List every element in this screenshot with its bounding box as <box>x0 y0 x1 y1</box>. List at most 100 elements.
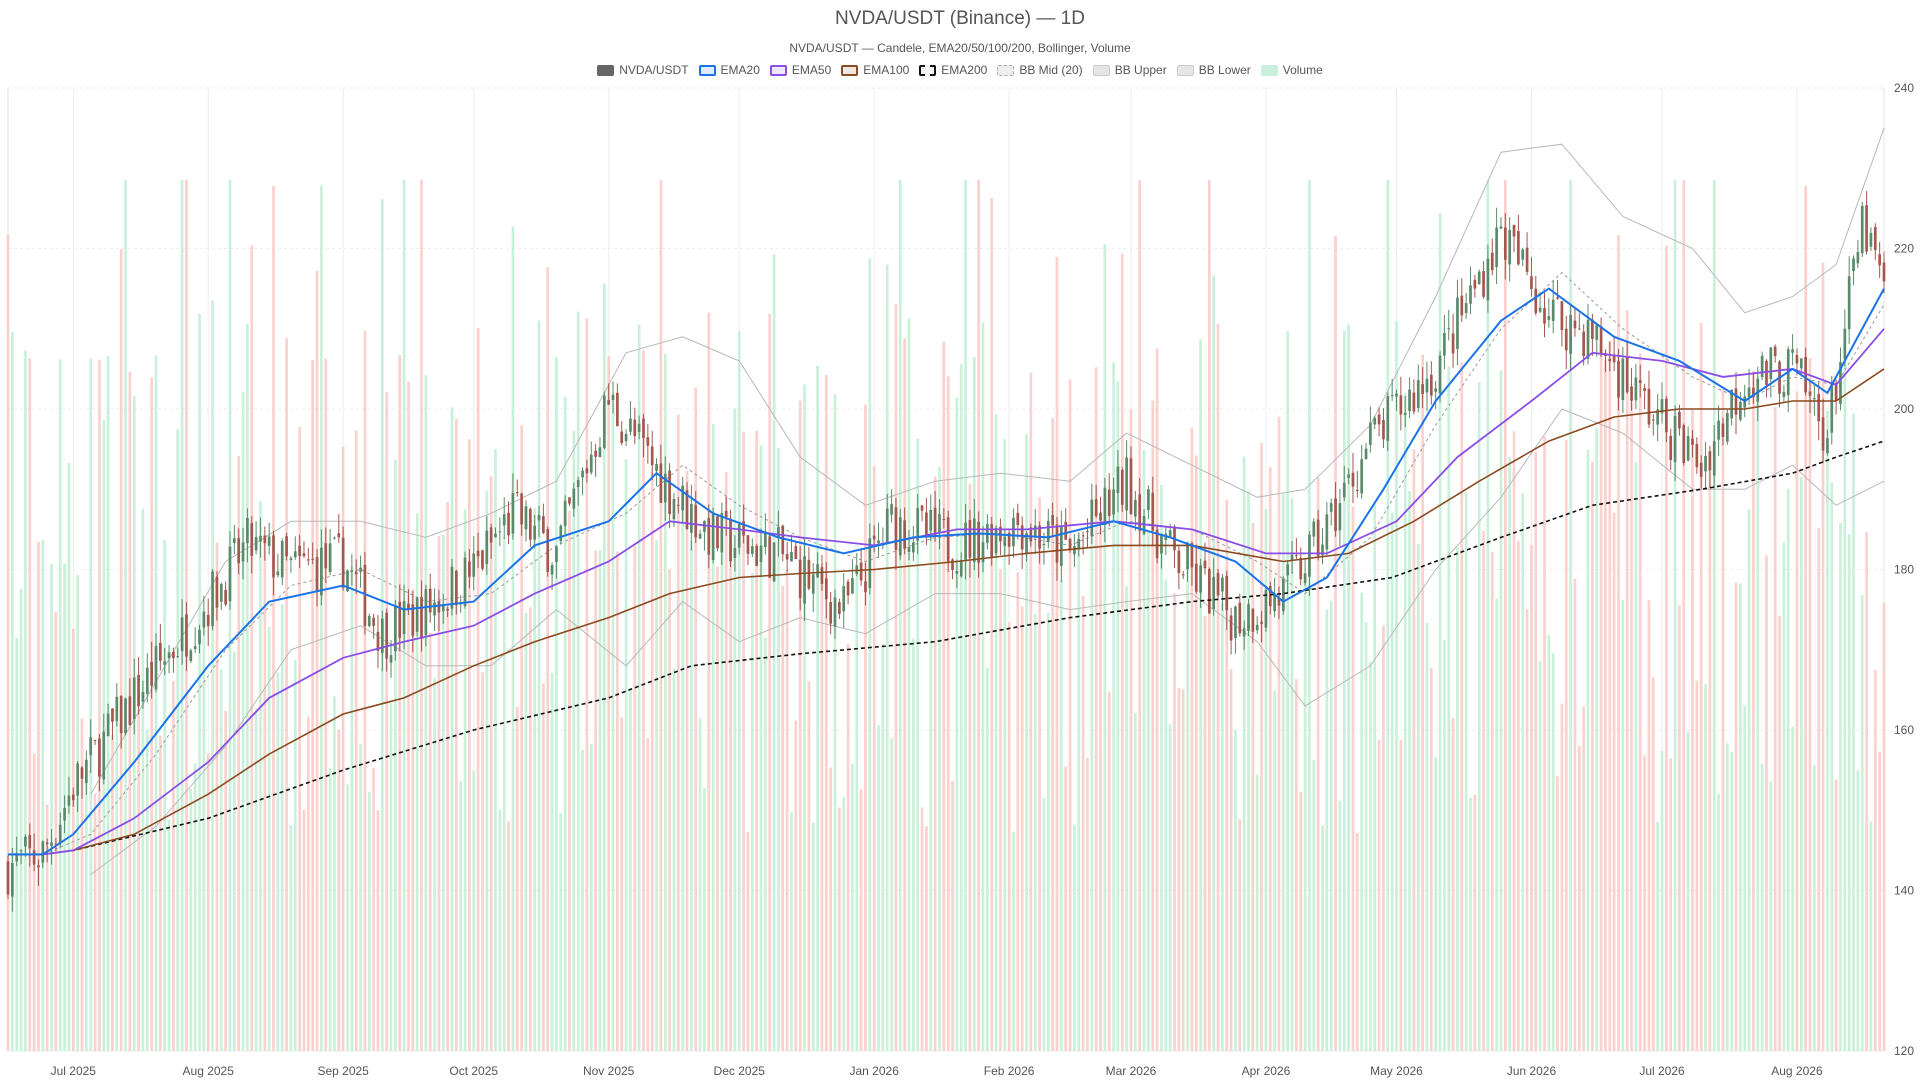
volume-bar <box>489 476 493 1052</box>
volume-bar <box>1277 416 1281 1052</box>
candle-body <box>611 394 615 400</box>
candle-body <box>755 545 759 566</box>
candle-body <box>1813 398 1816 400</box>
x-tick-label: May 2026 <box>1370 1064 1423 1078</box>
volume-bar <box>1530 545 1533 1051</box>
candle-body <box>972 518 976 562</box>
x-tick-label: Dec 2025 <box>714 1064 766 1078</box>
legend-item-ema100[interactable]: EMA100 <box>841 63 909 77</box>
volume-bar <box>472 770 476 1051</box>
legend-label: EMA50 <box>791 63 832 77</box>
volume-bar <box>1791 726 1794 1051</box>
legend-item-ema20[interactable]: EMA20 <box>698 63 760 77</box>
candle-body <box>607 400 611 405</box>
volume-bar <box>838 807 841 1051</box>
candle-body <box>898 517 902 556</box>
volume-bar <box>289 824 293 1051</box>
candle-body <box>250 523 254 556</box>
candle-body <box>141 691 145 702</box>
volume-bar <box>1621 599 1625 1051</box>
volume-bar <box>555 357 558 1051</box>
volume-bar <box>1543 436 1546 1051</box>
candle-body <box>1029 527 1033 542</box>
volume-bar <box>1303 582 1307 1051</box>
volume-bar <box>598 550 602 1051</box>
volume-bar <box>32 753 36 1051</box>
volume-bar <box>250 245 254 1051</box>
volume-bar <box>1268 466 1272 1051</box>
volume-bar <box>1429 668 1433 1051</box>
candle-body <box>655 464 658 472</box>
legend-item-bb-upper[interactable]: BB Upper <box>1092 63 1167 77</box>
volume-bar <box>1242 456 1246 1051</box>
candle-body <box>1055 524 1059 563</box>
volume-bar <box>1743 705 1747 1051</box>
x-tick-label: Jan 2026 <box>849 1064 899 1078</box>
volume-bar <box>1355 833 1359 1051</box>
candle-body <box>716 516 719 549</box>
legend-item-bb-lower[interactable]: BB Lower <box>1176 63 1251 77</box>
volume-bar <box>1691 408 1694 1052</box>
legend-item-nvda-usdt[interactable]: NVDA/USDT <box>597 63 689 77</box>
volume-bar <box>1386 180 1390 1051</box>
candle-body <box>259 535 262 542</box>
candle-body <box>1103 487 1107 526</box>
volume-bar <box>1408 490 1411 1052</box>
candle-body <box>1247 604 1250 632</box>
volume-bar <box>986 668 989 1051</box>
candle-body <box>1099 512 1102 521</box>
candle-body <box>1747 387 1751 397</box>
legend-swatch <box>841 64 859 76</box>
candle-body <box>894 507 898 550</box>
candle-body <box>41 841 45 863</box>
legend-item-ema200[interactable]: EMA200 <box>919 63 987 77</box>
candle-body <box>1464 303 1468 313</box>
volume-bar <box>1569 180 1572 1051</box>
volume-bar <box>189 788 193 1051</box>
candle-body <box>85 759 88 784</box>
volume-bar <box>920 807 924 1051</box>
candle-body <box>872 535 876 540</box>
candle-body <box>1086 531 1089 533</box>
volume-bar <box>1604 360 1607 1051</box>
volume-bar <box>337 729 341 1051</box>
volume-bar <box>137 710 140 1051</box>
volume-bar <box>50 564 53 1051</box>
candle-body <box>1517 231 1520 265</box>
volume-bar <box>576 311 580 1051</box>
volume-bar <box>1094 367 1098 1051</box>
volume-bar <box>333 696 336 1051</box>
candle-body <box>507 512 510 536</box>
candle-body <box>642 418 645 438</box>
legend-item-bb-mid-20-[interactable]: BB Mid (20) <box>997 63 1083 77</box>
candle-body <box>938 514 941 533</box>
candle-body <box>367 615 371 627</box>
legend-item-ema50[interactable]: EMA50 <box>769 63 832 77</box>
legend-item-volume[interactable]: Volume <box>1260 63 1323 77</box>
candle-body <box>781 525 785 555</box>
candle-body <box>1482 271 1485 297</box>
volume-bar <box>111 734 114 1051</box>
candle-body <box>224 589 227 605</box>
volume-bar <box>6 234 10 1052</box>
volume-bar <box>1739 583 1742 1051</box>
volume-bar <box>620 717 624 1051</box>
volume-bar <box>1499 370 1503 1052</box>
candle-body <box>925 512 928 536</box>
candle-body <box>1416 380 1420 408</box>
candle-body <box>994 527 998 554</box>
candle-body <box>777 527 780 538</box>
candle-body <box>1399 395 1403 415</box>
volume-bar <box>415 513 419 1051</box>
legend: NVDA/USDT EMA20 EMA50 EMA100 EMA200 BB Mid (2… <box>0 63 1920 77</box>
candle-body <box>1443 332 1446 356</box>
volume-bar <box>811 822 815 1051</box>
volume-bar <box>1090 507 1094 1052</box>
volume-bar <box>1434 757 1438 1051</box>
volume-bar <box>1351 506 1355 1052</box>
candle-body <box>45 842 49 845</box>
volume-bar <box>280 604 284 1051</box>
volume-bar <box>1460 362 1464 1051</box>
candle-body <box>733 548 737 558</box>
volume-bar <box>367 791 371 1051</box>
